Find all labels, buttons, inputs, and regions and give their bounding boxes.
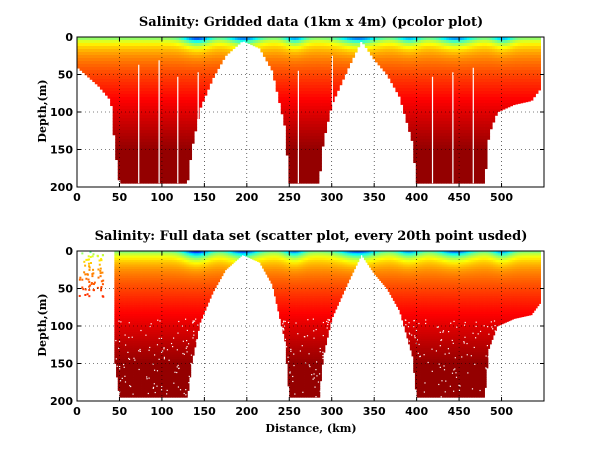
x-tick-label: 150	[193, 405, 216, 418]
y-tick-label: 150	[50, 358, 73, 371]
x-tick-label: 250	[278, 405, 301, 418]
chart-title: Salinity: Gridded data (1km x 4m) (pcolo…	[139, 15, 483, 30]
chart-title: Salinity: Full data set (scatter plot, e…	[95, 229, 528, 244]
x-tick-label: 350	[363, 191, 386, 204]
y-tick-label: 200	[50, 181, 73, 194]
heatmap-area	[77, 37, 542, 184]
y-tick-label: 100	[50, 320, 73, 333]
y-tick-labels: 0 50 100 150 200	[50, 245, 73, 408]
x-tick-label: 350	[363, 405, 386, 418]
y-tick-label: 0	[65, 245, 73, 258]
scatter-area	[78, 251, 542, 398]
x-tick-labels: 0 50 100 150 200 250 300 350 400 450 500	[73, 191, 513, 204]
y-tick-label: 50	[58, 283, 74, 296]
y-axis-label: Depth,(m)	[36, 293, 49, 356]
panel-scatter: Salinity: Full data set (scatter plot, e…	[36, 229, 545, 435]
y-tick-label: 150	[50, 144, 73, 157]
x-axis-label: Distance, (km)	[265, 422, 356, 435]
x-tick-label: 0	[73, 405, 81, 418]
y-tick-label: 50	[58, 69, 74, 82]
x-tick-label: 100	[150, 405, 173, 418]
x-tick-label: 50	[112, 405, 128, 418]
x-tick-label: 200	[235, 405, 258, 418]
x-tick-label: 0	[73, 191, 81, 204]
y-axis-label: Depth,(m)	[36, 79, 49, 142]
x-tick-label: 250	[278, 191, 301, 204]
x-tick-label: 500	[490, 191, 513, 204]
x-tick-label: 450	[448, 405, 471, 418]
x-tick-label: 100	[150, 191, 173, 204]
x-tick-label: 500	[490, 405, 513, 418]
x-tick-label: 400	[405, 405, 428, 418]
grid-lines	[77, 37, 544, 187]
panel-gridded: Salinity: Gridded data (1km x 4m) (pcolo…	[36, 15, 545, 204]
x-tick-label: 450	[448, 191, 471, 204]
x-tick-label: 300	[320, 191, 343, 204]
tick-marks	[76, 250, 544, 402]
x-tick-label: 400	[405, 191, 428, 204]
y-tick-label: 0	[65, 31, 73, 44]
y-tick-labels: 0 50 100 150 200	[50, 31, 73, 194]
x-tick-labels: 0 50 100 150 200 250 300 350 400 450 500	[73, 405, 513, 418]
x-tick-label: 200	[235, 191, 258, 204]
y-tick-label: 200	[50, 395, 73, 408]
x-tick-label: 150	[193, 191, 216, 204]
y-tick-label: 100	[50, 106, 73, 119]
grid-lines	[77, 251, 544, 401]
x-tick-label: 300	[320, 405, 343, 418]
x-tick-label: 50	[112, 191, 128, 204]
tick-marks	[76, 36, 544, 188]
